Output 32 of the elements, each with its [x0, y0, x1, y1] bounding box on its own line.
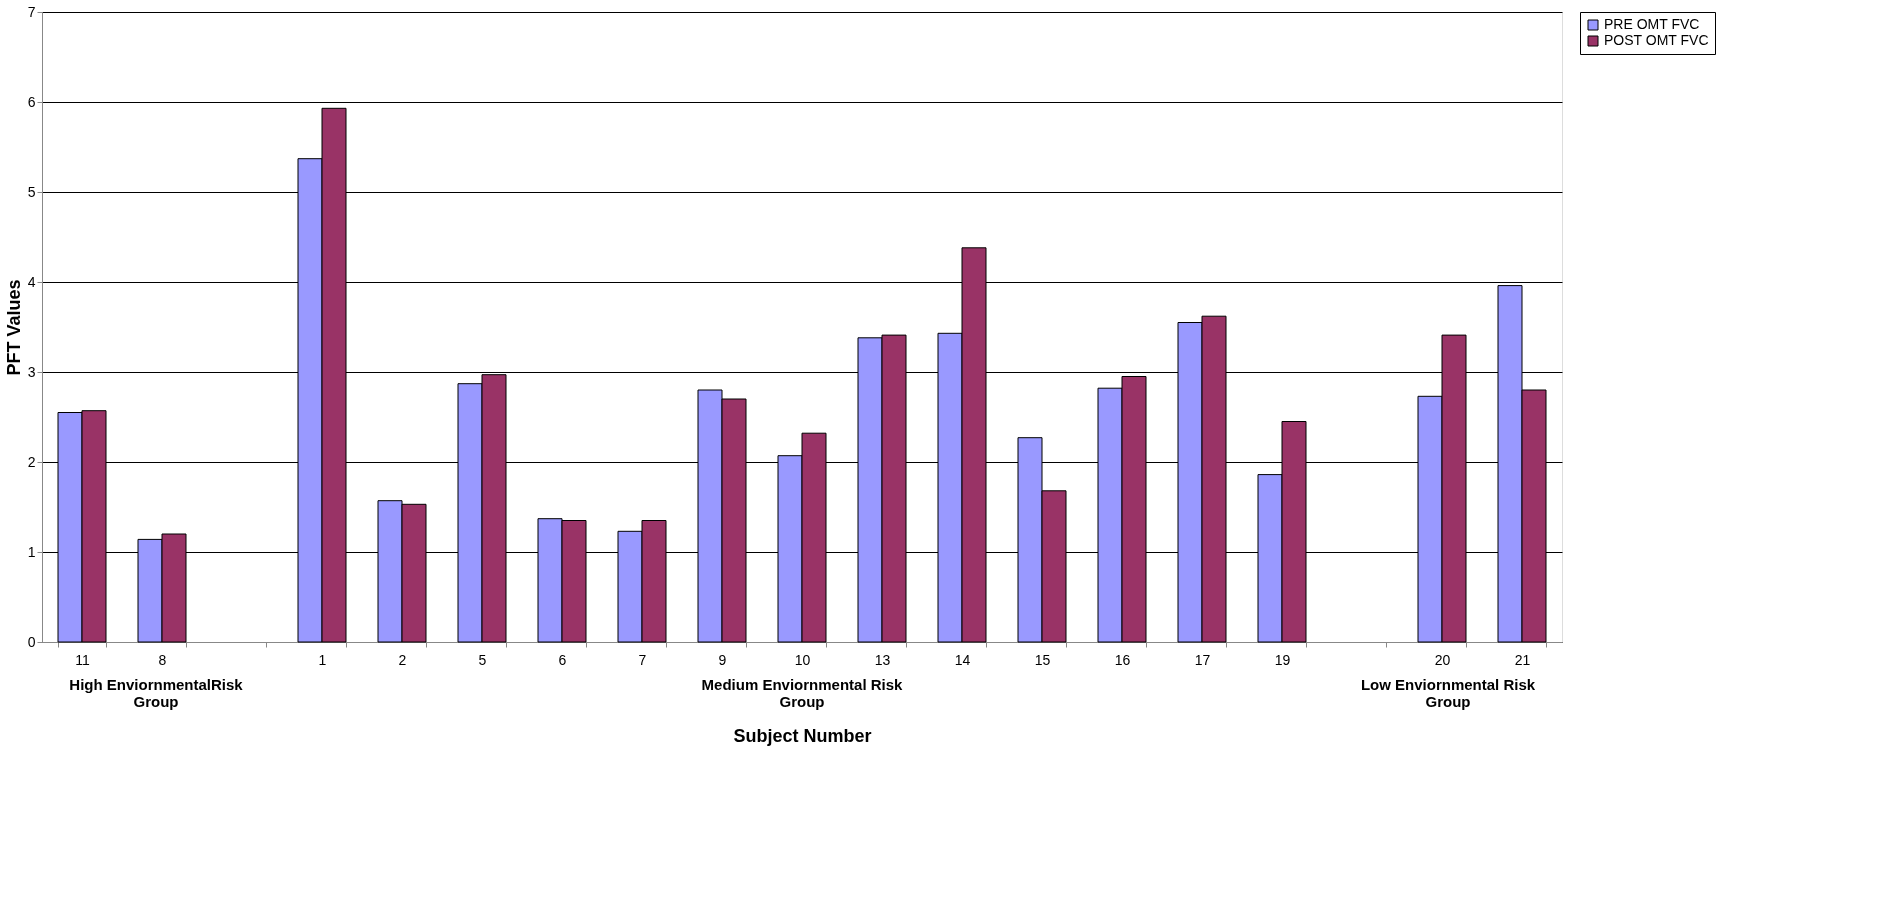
- text: High EnviornmentalRisk Group: [69, 676, 244, 710]
- y-axis-title: PFT Values: [3, 279, 24, 376]
- y-tick-label: 0: [27, 633, 36, 650]
- x-tick-label: 13: [874, 651, 891, 668]
- y-tick-label: 3: [27, 363, 36, 380]
- x-tick-label: 17: [1194, 651, 1211, 668]
- x-axis-title: Subject Number: [733, 725, 872, 746]
- y-tick-label: 7: [27, 3, 36, 20]
- x-tick-label: 21: [1514, 651, 1531, 668]
- x-tick-label: 6: [558, 651, 567, 668]
- y-tick-label: 1: [27, 543, 36, 560]
- x-tick-label: 7: [638, 651, 647, 668]
- x-tick-label: 9: [718, 651, 727, 668]
- legend-label: POST OMT FVC: [1604, 32, 1709, 48]
- x-tick-label: 16: [1114, 651, 1131, 668]
- text: Medium Enviornmental Risk Group: [701, 676, 904, 710]
- x-tick-label: 11: [75, 651, 90, 668]
- x-tick-label: 2: [398, 651, 407, 668]
- text: Low Enviornmental Risk Group: [1360, 676, 1536, 710]
- x-tick-label: 19: [1274, 651, 1291, 668]
- x-tick-label: 20: [1434, 651, 1451, 668]
- x-tick-label: 8: [158, 651, 167, 668]
- x-tick-label: 1: [318, 651, 327, 668]
- y-tick-label: 6: [27, 93, 36, 110]
- y-tick-label: 4: [27, 273, 36, 290]
- legend-label: PRE OMT FVC: [1604, 16, 1700, 32]
- x-tick-label: 15: [1034, 651, 1051, 668]
- y-tick-label: 2: [27, 453, 36, 470]
- x-tick-label: 14: [954, 651, 971, 668]
- x-tick-label: 5: [478, 651, 487, 668]
- y-tick-label: 5: [27, 183, 36, 200]
- x-tick-label: 10: [794, 651, 811, 668]
